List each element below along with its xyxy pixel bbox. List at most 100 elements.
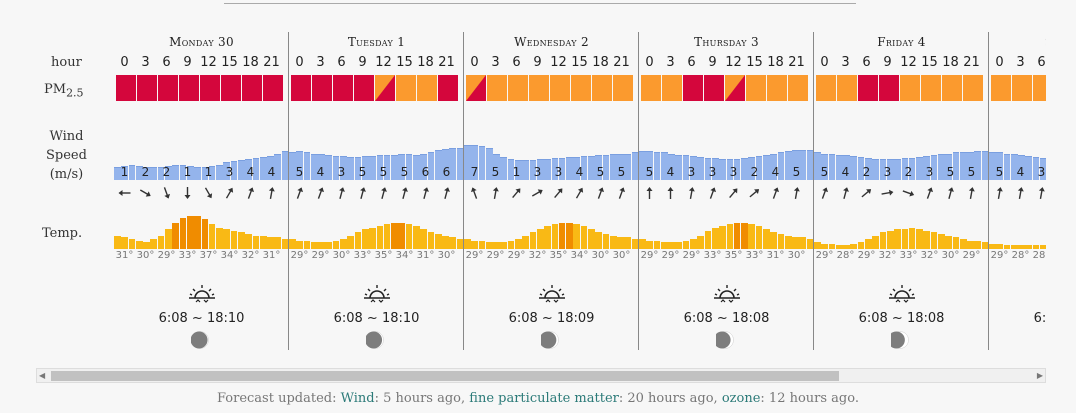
hour-label: 12 (200, 55, 217, 70)
pm25-cell[interactable] (683, 75, 703, 101)
pm25-cell[interactable] (571, 75, 591, 101)
wind-direction-arrow-icon (639, 184, 660, 202)
pm25-cell[interactable] (116, 75, 136, 101)
temperature-bar (828, 244, 836, 249)
forecast-table[interactable]: hour PM2.5 Wind Speed (m/s) Temp. Monday… (30, 26, 1046, 356)
pm25-cell[interactable] (291, 75, 311, 101)
temperature-bar (201, 219, 209, 249)
wind-bar (828, 154, 836, 180)
pm25-cell[interactable] (963, 75, 983, 101)
pm25-cell[interactable] (592, 75, 612, 101)
pm25-cell[interactable] (1012, 75, 1032, 101)
scroll-thumb[interactable] (51, 371, 839, 381)
sunrise-sunset-icon (536, 283, 568, 305)
wind-speed-value: 3 (925, 165, 934, 179)
day-column[interactable]: Friday 4 0 3 6 9 12 15 18 21 5 4 2 3 2 3 5 5 29° 28° 29° 32°… (814, 26, 989, 356)
day-column[interactable]: Monday 30 0 3 6 9 12 15 18 21 1 2 2 1 1 3 4 4 31° 30° 29° 33… (114, 26, 289, 356)
hour-label: 15 (571, 55, 588, 70)
day-column[interactable]: Tuesday 1 0 3 6 9 12 15 18 21 5 4 3 5 5 5 6 6 29° 29° 30° 33… (289, 26, 464, 356)
wind-bar (143, 167, 150, 180)
pm25-cell[interactable] (242, 75, 262, 101)
ozone-source-link[interactable]: ozone (721, 391, 761, 406)
pm25-cell[interactable] (179, 75, 199, 101)
pm25-cell[interactable] (529, 75, 549, 101)
pm25-cell[interactable] (221, 75, 241, 101)
day-name: Friday 4 (877, 35, 926, 49)
temperature-bar (412, 226, 420, 249)
wind-bar (303, 152, 311, 180)
moon-phase-icon (713, 331, 734, 349)
hour-label: 0 (120, 55, 129, 70)
temperature-bar (536, 229, 544, 249)
pm25-cell[interactable] (788, 75, 808, 101)
day-column[interactable]: Saturday 50369121518215432223429°28°28°3… (989, 26, 1046, 356)
wind-bar (376, 155, 384, 180)
pm25-cell[interactable] (837, 75, 857, 101)
pm25-cell[interactable] (1033, 75, 1046, 101)
temperature-bar (515, 239, 522, 249)
pm25-cell[interactable] (354, 75, 374, 101)
pm25-cell[interactable] (417, 75, 437, 101)
hour-label: 12 (900, 55, 917, 70)
pm25-cell[interactable] (921, 75, 941, 101)
sunrise-sunset-times: 6:08 ~ 18:09 (464, 311, 639, 326)
pm25-cell[interactable] (725, 75, 745, 101)
hour-label: 12 (725, 55, 742, 70)
temperature-bar (456, 239, 464, 249)
pm-source-link[interactable]: fine particulate matter (469, 391, 619, 406)
horizontal-scrollbar[interactable]: ◀ ▶ (36, 368, 1046, 383)
pm25-cell[interactable] (942, 75, 962, 101)
pm25-cell[interactable] (550, 75, 570, 101)
wind-bar (544, 159, 551, 180)
temperature-bar (485, 242, 493, 249)
pm25-cell[interactable] (746, 75, 766, 101)
pm25-cell[interactable] (900, 75, 920, 101)
pm25-cell[interactable] (487, 75, 507, 101)
pm25-cell[interactable] (662, 75, 682, 101)
pm25-cell[interactable] (641, 75, 661, 101)
temperature-value: 30° (941, 250, 960, 261)
wind-direction-arrow-icon (702, 184, 723, 202)
pm25-cell[interactable] (858, 75, 878, 101)
temperature-bar (617, 237, 624, 249)
pm25-cell[interactable] (263, 75, 283, 101)
day-column[interactable]: Wednesday 2 0 3 6 9 12 15 18 21 7 5 1 3 3 4 5 5 29° 29° 29°… (464, 26, 639, 356)
wind-bar (639, 151, 646, 180)
wind-speed-value: 5 (617, 165, 626, 179)
pm25-cell[interactable] (396, 75, 416, 101)
pm25-cell[interactable] (438, 75, 458, 101)
hour-label: 3 (666, 55, 675, 70)
pm25-cell[interactable] (312, 75, 332, 101)
pm25-cell[interactable] (816, 75, 836, 101)
pm25-cell[interactable] (508, 75, 528, 101)
wind-speed-value: 2 (862, 165, 871, 179)
temperature-value: 33° (703, 250, 722, 261)
scroll-right-arrow-icon[interactable]: ▶ (1036, 371, 1043, 380)
pm25-cell[interactable] (879, 75, 899, 101)
pm25-cell[interactable] (466, 75, 486, 101)
wind-source-link[interactable]: Wind (340, 391, 375, 406)
wind-direction-arrow-icon (198, 184, 219, 202)
temperature-value: 32° (878, 250, 897, 261)
temperature-value: 29° (507, 250, 526, 261)
pm25-cell[interactable] (375, 75, 395, 101)
pm25-cell[interactable] (137, 75, 157, 101)
temperature-bar (784, 236, 792, 249)
scroll-left-arrow-icon[interactable]: ◀ (39, 371, 46, 380)
wind-direction-row (814, 184, 989, 202)
sunrise-time: 6:08 (858, 311, 888, 326)
wind-speed-value: 3 (533, 165, 542, 179)
day-column[interactable]: Thursday 3 0 3 6 9 12 15 18 21 5 4 3 3 3 2 4 5 29° 29° 29° 3… (639, 26, 814, 356)
temperature-value: 31° (766, 250, 785, 261)
wind-bar (952, 152, 960, 180)
wind-bar (449, 148, 457, 180)
temperature-value: 29° (290, 250, 309, 261)
sunrise-sunset-icon (361, 283, 393, 305)
pm25-cell[interactable] (200, 75, 220, 101)
pm25-cell[interactable] (991, 75, 1011, 101)
pm25-cell[interactable] (158, 75, 178, 101)
pm25-cell[interactable] (333, 75, 353, 101)
pm25-cell[interactable] (767, 75, 787, 101)
pm25-cell[interactable] (704, 75, 724, 101)
pm25-cell[interactable] (613, 75, 633, 101)
